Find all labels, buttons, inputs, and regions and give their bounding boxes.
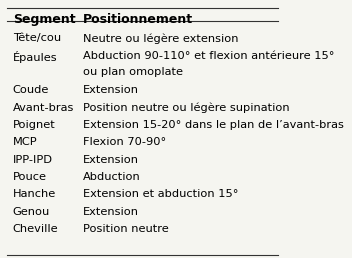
- Text: Extension: Extension: [83, 207, 139, 217]
- Text: Pouce: Pouce: [13, 172, 47, 182]
- Text: Poignet: Poignet: [13, 120, 55, 130]
- Text: Extension et abduction 15°: Extension et abduction 15°: [83, 189, 239, 199]
- Text: Position neutre: Position neutre: [83, 224, 169, 234]
- Text: Positionnement: Positionnement: [83, 13, 193, 26]
- Text: Avant-bras: Avant-bras: [13, 103, 74, 113]
- Text: Abduction 90-110° et flexion antérieure 15°: Abduction 90-110° et flexion antérieure …: [83, 51, 335, 61]
- Text: Neutre ou légère extension: Neutre ou légère extension: [83, 33, 239, 44]
- Text: Segment: Segment: [13, 13, 75, 26]
- Text: Épaules: Épaules: [13, 51, 57, 63]
- Text: Genou: Genou: [13, 207, 50, 217]
- Text: Extension: Extension: [83, 155, 139, 165]
- Text: ou plan omoplate: ou plan omoplate: [83, 67, 183, 77]
- Text: Extension 15-20° dans le plan de l’avant-bras: Extension 15-20° dans le plan de l’avant…: [83, 120, 344, 130]
- Text: Coude: Coude: [13, 85, 49, 95]
- Text: Position neutre ou légère supination: Position neutre ou légère supination: [83, 103, 290, 113]
- Text: Cheville: Cheville: [13, 224, 58, 234]
- Text: Flexion 70-90°: Flexion 70-90°: [83, 138, 166, 147]
- Text: Hanche: Hanche: [13, 189, 56, 199]
- Text: Extension: Extension: [83, 85, 139, 95]
- Text: Tête/cou: Tête/cou: [13, 33, 61, 43]
- Text: MCP: MCP: [13, 138, 37, 147]
- Text: IPP-IPD: IPP-IPD: [13, 155, 53, 165]
- Text: Abduction: Abduction: [83, 172, 141, 182]
